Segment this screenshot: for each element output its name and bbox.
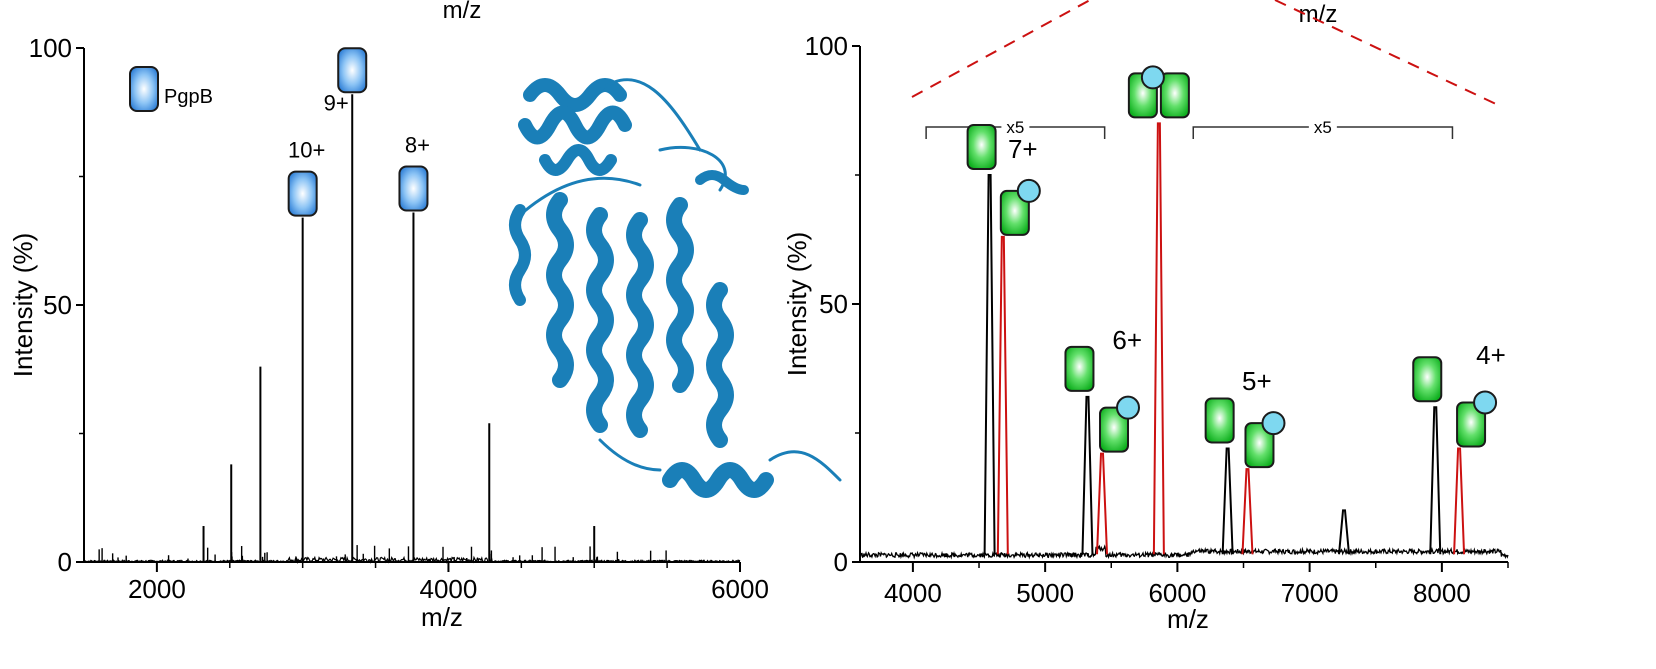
zoom-guide-line <box>911 0 1091 98</box>
lipid-ligand-icon <box>1116 395 1141 420</box>
left-charge-label: 10+ <box>288 138 325 163</box>
pgpb-lipid-complex-icon <box>1456 401 1487 448</box>
right-x-tick-label: 5000 <box>1016 578 1074 608</box>
lipid-bound-peak <box>996 235 1009 555</box>
lipid-ligand-icon <box>1261 411 1286 436</box>
lipid-ligand-icon <box>1473 390 1498 415</box>
pgpb-apo-icon <box>1412 356 1443 403</box>
apo-peak <box>1221 447 1234 555</box>
lipid-ligand-icon <box>1016 178 1041 203</box>
right-x-tick-label: 8000 <box>1413 578 1471 608</box>
right-x-axis-label: m/z <box>1167 604 1209 634</box>
zoom-factor-label: x5 <box>1314 118 1332 137</box>
lipid-bound-peak <box>1096 452 1109 555</box>
top-left-mz-label: m/z <box>443 0 482 24</box>
left-y-axis-label: Intensity (%) <box>8 233 38 378</box>
lipid-bound-peak <box>1152 122 1165 555</box>
left-x-tick-label: 4000 <box>420 574 478 604</box>
left-charge-label: 9+ <box>324 90 349 115</box>
left-y-tick-label: 100 <box>29 33 72 63</box>
right-charge-label: 5+ <box>1242 366 1272 396</box>
zoom-label-bg <box>1001 117 1030 135</box>
left-x-axis-label: m/z <box>421 602 463 632</box>
pgpb-lipid-complex-icon <box>999 189 1030 236</box>
pgpb-apo-icon <box>1204 397 1235 444</box>
left-charge-label: 8+ <box>405 132 430 157</box>
pgpb-dimer-icon-right <box>1159 72 1190 119</box>
right-x-tick-label: 6000 <box>1148 578 1206 608</box>
right-charge-label: 7+ <box>1008 134 1038 164</box>
pgpb-lipid-complex-icon <box>1099 406 1130 453</box>
legend-pgpb-icon <box>129 66 159 112</box>
right-charge-label: 6+ <box>1112 325 1142 355</box>
right-y-tick-label: 100 <box>805 31 848 61</box>
left-baseline-noise <box>84 555 741 565</box>
left-spectrum-panel: 0 50 100 2000 4000 6000 m/z Intensity (%) 10+ 9+ 8… <box>8 33 769 632</box>
protein-structure-inset <box>509 78 842 498</box>
pgpb-monomer-icon <box>287 170 318 217</box>
right-spectrum-panel: 0 50 100 4000 5000 6000 7000 8000 m/z Intensity (… <box>782 0 1509 634</box>
pgpb-apo-icon <box>966 124 997 170</box>
right-y-axis-label: Intensity (%) <box>782 232 812 377</box>
right-baseline-trace <box>859 544 1509 560</box>
left-y-tick-label: 0 <box>58 547 72 577</box>
pgpb-lipid-complex-icon <box>1244 422 1275 469</box>
right-charge-label: 4+ <box>1476 340 1506 370</box>
right-x-tick-label: 4000 <box>884 578 942 608</box>
zoom-factor-label: x5 <box>1006 118 1024 137</box>
lipid-bound-peak <box>1241 468 1254 555</box>
pgpb-monomer-icon <box>337 47 368 94</box>
right-y-tick-label: 0 <box>834 547 848 577</box>
right-y-tick-label: 50 <box>819 289 848 319</box>
legend-pgpb-label: PgpB <box>164 86 213 108</box>
pgpb-monomer-icon <box>398 165 429 212</box>
apo-peak <box>1338 509 1351 555</box>
left-x-tick-label: 6000 <box>711 574 769 604</box>
apo-peak <box>1081 395 1094 555</box>
right-x-tick-label: 7000 <box>1281 578 1339 608</box>
lipid-bound-peak <box>1453 447 1466 555</box>
apo-peak <box>983 174 996 555</box>
left-x-tick-label: 2000 <box>128 574 186 604</box>
pgpb-apo-icon <box>1064 345 1095 392</box>
top-right-mz-label: m/z <box>1299 1 1338 28</box>
left-y-tick-label: 50 <box>43 290 72 320</box>
apo-peak <box>1429 406 1442 555</box>
dimer-ligand-icon <box>1140 65 1165 90</box>
zoom-label-bg <box>1308 117 1337 135</box>
